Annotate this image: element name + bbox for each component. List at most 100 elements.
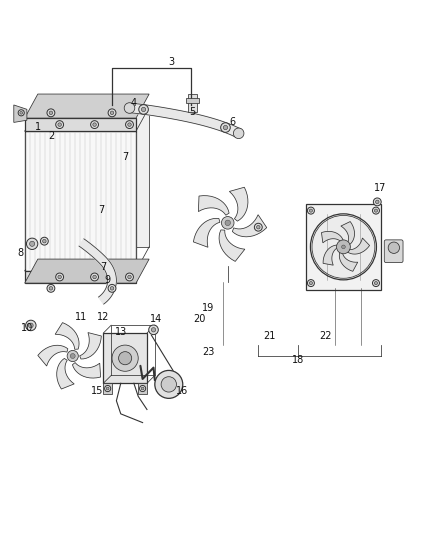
Circle shape — [128, 123, 131, 126]
Circle shape — [155, 370, 183, 398]
Bar — [103, 333, 147, 383]
Polygon shape — [14, 105, 27, 123]
Circle shape — [149, 325, 158, 335]
Circle shape — [312, 215, 375, 278]
Polygon shape — [219, 230, 245, 261]
Circle shape — [28, 323, 33, 328]
Bar — [103, 383, 112, 394]
Polygon shape — [25, 94, 149, 118]
Circle shape — [110, 111, 114, 115]
Text: 20: 20 — [193, 314, 205, 324]
Circle shape — [141, 107, 146, 111]
Text: 2: 2 — [48, 131, 54, 141]
Text: 21: 21 — [263, 332, 276, 341]
Polygon shape — [339, 252, 358, 271]
Circle shape — [309, 209, 312, 212]
Circle shape — [375, 200, 379, 204]
Circle shape — [339, 243, 348, 251]
Circle shape — [49, 111, 53, 115]
Polygon shape — [72, 362, 101, 378]
Circle shape — [106, 387, 109, 390]
Circle shape — [257, 225, 260, 229]
Circle shape — [374, 209, 378, 212]
Circle shape — [126, 120, 134, 128]
Circle shape — [25, 320, 36, 330]
Circle shape — [26, 238, 38, 249]
Circle shape — [108, 109, 116, 117]
Text: 14: 14 — [149, 314, 162, 324]
Circle shape — [309, 281, 312, 285]
Text: 23: 23 — [202, 346, 214, 357]
Circle shape — [49, 287, 53, 290]
Circle shape — [233, 128, 244, 139]
Circle shape — [388, 242, 399, 253]
Circle shape — [112, 345, 138, 372]
Circle shape — [139, 104, 148, 114]
Circle shape — [307, 207, 314, 214]
Polygon shape — [232, 215, 267, 237]
Text: 6: 6 — [229, 117, 235, 127]
Polygon shape — [38, 107, 149, 247]
Circle shape — [93, 123, 96, 126]
Text: 11: 11 — [75, 312, 88, 322]
Polygon shape — [80, 333, 101, 359]
Polygon shape — [321, 231, 343, 243]
Circle shape — [18, 110, 24, 116]
Circle shape — [40, 237, 48, 245]
Circle shape — [105, 385, 111, 392]
Text: 13: 13 — [115, 327, 127, 337]
Polygon shape — [55, 322, 79, 349]
Text: 5: 5 — [190, 107, 196, 117]
Circle shape — [126, 273, 134, 281]
Circle shape — [372, 280, 379, 287]
Polygon shape — [193, 219, 220, 247]
Polygon shape — [230, 187, 248, 221]
Circle shape — [225, 220, 230, 225]
Text: 9: 9 — [105, 274, 111, 285]
Polygon shape — [79, 239, 117, 304]
Circle shape — [254, 223, 262, 231]
Circle shape — [222, 216, 234, 229]
Circle shape — [119, 352, 132, 365]
Circle shape — [30, 241, 35, 246]
Text: 7: 7 — [122, 152, 128, 163]
Circle shape — [67, 350, 78, 361]
Circle shape — [93, 275, 96, 279]
Text: 19: 19 — [202, 303, 214, 313]
Circle shape — [47, 285, 55, 292]
Circle shape — [140, 385, 146, 392]
Bar — [188, 94, 197, 111]
Text: 8: 8 — [17, 248, 23, 259]
Polygon shape — [323, 245, 338, 265]
Bar — [25, 271, 136, 283]
Text: 10: 10 — [21, 322, 33, 333]
Text: 15: 15 — [91, 386, 103, 396]
Circle shape — [91, 273, 99, 281]
Circle shape — [223, 125, 228, 130]
Bar — [138, 383, 147, 394]
Polygon shape — [347, 238, 370, 254]
Circle shape — [56, 273, 64, 281]
Circle shape — [58, 275, 61, 279]
Text: 1: 1 — [35, 122, 41, 132]
Text: 18: 18 — [291, 356, 304, 365]
Circle shape — [91, 120, 99, 128]
Circle shape — [161, 377, 177, 392]
Circle shape — [374, 281, 378, 285]
Text: 4: 4 — [131, 98, 137, 108]
Bar — [25, 131, 136, 271]
Bar — [186, 98, 199, 103]
Circle shape — [152, 328, 155, 332]
Circle shape — [108, 285, 116, 292]
Text: 12: 12 — [97, 312, 110, 322]
Circle shape — [110, 287, 114, 290]
FancyBboxPatch shape — [306, 204, 381, 290]
Polygon shape — [57, 358, 74, 389]
Polygon shape — [25, 259, 149, 283]
Circle shape — [47, 109, 55, 117]
Polygon shape — [198, 196, 229, 215]
Circle shape — [42, 239, 46, 243]
Circle shape — [124, 103, 135, 114]
Circle shape — [70, 353, 75, 359]
Circle shape — [307, 280, 314, 287]
